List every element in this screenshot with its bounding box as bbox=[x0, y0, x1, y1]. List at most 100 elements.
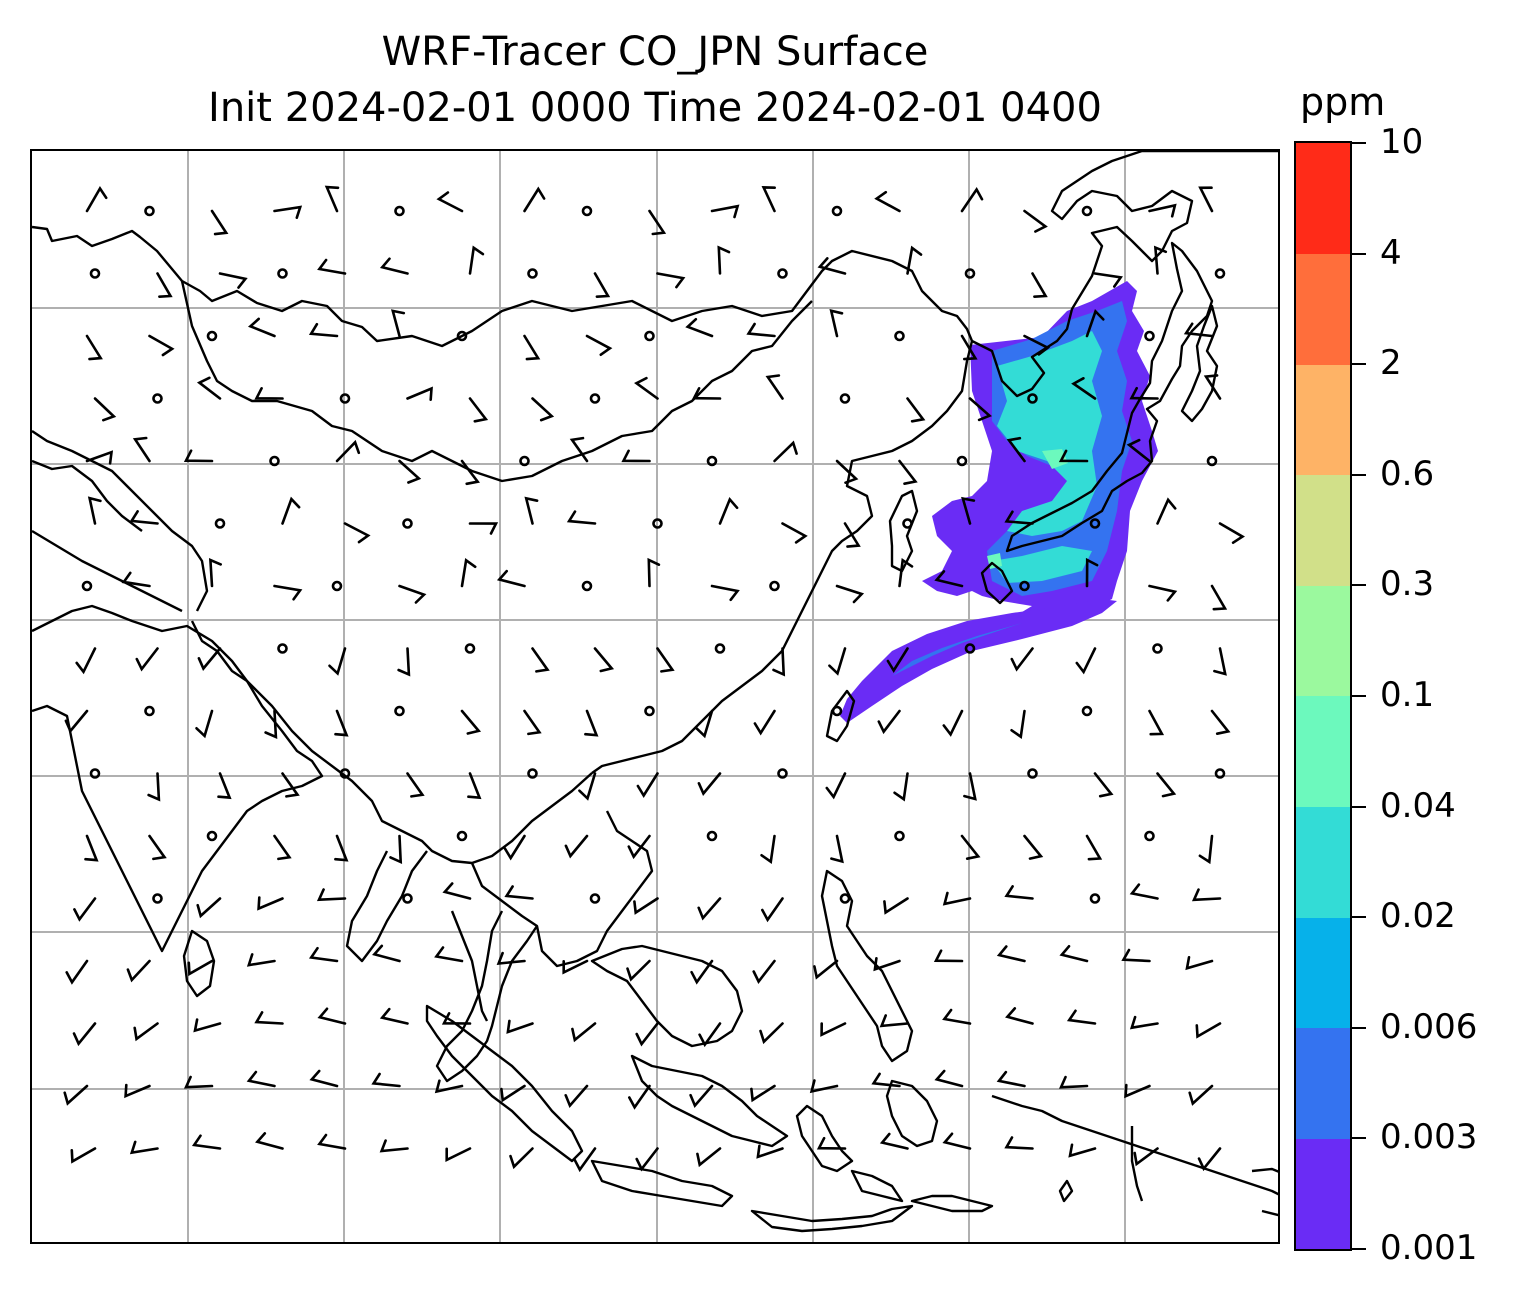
wind-barb bbox=[328, 647, 347, 676]
calm-wind-circle bbox=[777, 768, 788, 779]
wind-barbs bbox=[63, 185, 1245, 1173]
calm-wind-circle bbox=[394, 705, 405, 717]
colorbar-segment bbox=[1296, 696, 1350, 808]
wind-barb bbox=[1068, 1143, 1097, 1158]
wind-barb bbox=[752, 959, 776, 984]
calm-wind-circle bbox=[1214, 768, 1226, 779]
wind-barb bbox=[825, 772, 847, 800]
calm-wind-circle bbox=[152, 893, 163, 904]
calm-wind-circle bbox=[269, 455, 280, 467]
wind-barb bbox=[874, 190, 901, 213]
wind-barb bbox=[1183, 322, 1214, 338]
calm-wind-circle bbox=[402, 518, 413, 529]
wind-barb bbox=[1210, 709, 1231, 735]
colorbar-tick bbox=[1352, 1026, 1366, 1029]
wind-barb bbox=[460, 459, 481, 486]
wind-barb bbox=[656, 272, 686, 289]
wind-barb bbox=[85, 334, 103, 361]
wind-barb bbox=[523, 334, 541, 361]
calm-wind-circle bbox=[964, 643, 976, 654]
coastline-segment bbox=[888, 489, 919, 573]
colorbar-tick bbox=[1352, 252, 1366, 255]
wind-barb bbox=[634, 376, 659, 400]
coastline-segment bbox=[190, 620, 593, 865]
coastline-segment bbox=[820, 869, 914, 1063]
calm-wind-circle bbox=[1089, 893, 1101, 904]
calm-wind-circle bbox=[89, 768, 101, 779]
wind-barb bbox=[1004, 885, 1034, 900]
coastline-segment bbox=[32, 430, 209, 612]
wind-barb bbox=[942, 1132, 972, 1150]
wind-barb bbox=[255, 1132, 284, 1150]
calm-wind-circle bbox=[831, 705, 843, 717]
wind-barb bbox=[442, 882, 472, 900]
calm-wind-circle bbox=[1144, 330, 1155, 342]
wind-barb bbox=[685, 317, 714, 338]
calm-wind-circle bbox=[527, 768, 538, 779]
calm-wind-circle bbox=[1206, 455, 1218, 467]
coastline-segment bbox=[590, 1159, 734, 1208]
plume-contour bbox=[992, 546, 1092, 583]
wind-barb bbox=[506, 1019, 534, 1034]
calm-wind-circle bbox=[1027, 768, 1038, 779]
wind-barb bbox=[996, 945, 1026, 963]
wind-barb bbox=[626, 959, 651, 982]
calm-wind-circle bbox=[644, 330, 655, 342]
colorbar-segment bbox=[1296, 806, 1350, 918]
wind-barb bbox=[1059, 945, 1089, 963]
calm-wind-circle bbox=[1027, 393, 1038, 404]
wind-barb bbox=[445, 1147, 472, 1162]
wind-barb bbox=[942, 891, 972, 906]
wind-barb bbox=[523, 709, 542, 736]
coastline-segment bbox=[32, 151, 1278, 398]
wind-barb bbox=[906, 245, 923, 275]
wind-barb bbox=[218, 272, 248, 289]
wind-barb bbox=[264, 709, 278, 740]
colorbar-tick-label: 10 bbox=[1380, 122, 1424, 162]
calm-wind-circle bbox=[527, 268, 538, 279]
wind-barb bbox=[886, 647, 909, 673]
wind-barb bbox=[1203, 374, 1222, 400]
coastline-segment bbox=[180, 280, 813, 483]
map-panel[interactable] bbox=[30, 149, 1280, 1244]
wind-barb bbox=[334, 834, 349, 862]
wind-barb bbox=[883, 897, 909, 915]
wind-barb bbox=[1085, 834, 1103, 861]
wind-barb bbox=[817, 257, 847, 275]
colorbar-tick bbox=[1352, 363, 1366, 366]
wind-barb bbox=[829, 308, 844, 338]
wind-barb bbox=[397, 647, 411, 677]
wind-barb bbox=[828, 647, 847, 676]
wind-barb bbox=[1198, 834, 1214, 865]
wind-barb bbox=[468, 522, 499, 535]
wind-barb bbox=[72, 1022, 97, 1047]
calm-wind-circle bbox=[714, 643, 726, 654]
wind-barb bbox=[1010, 709, 1026, 739]
wind-barb bbox=[1004, 510, 1034, 525]
coastline-segment bbox=[590, 944, 744, 1048]
colorbar-tick-label: 2 bbox=[1380, 343, 1402, 384]
wind-barb bbox=[195, 709, 214, 739]
wind-barb bbox=[584, 709, 599, 737]
wind-barb bbox=[193, 1018, 222, 1033]
wind-barb bbox=[197, 647, 222, 671]
calm-wind-circle bbox=[456, 330, 468, 342]
colorbar-tick bbox=[1352, 916, 1366, 919]
coastline-segment bbox=[32, 459, 143, 532]
wind-barb bbox=[496, 951, 526, 965]
wind-barb bbox=[1058, 1075, 1089, 1089]
wind-barb bbox=[398, 584, 427, 604]
calm-wind-circle bbox=[652, 518, 663, 529]
wind-barb bbox=[63, 1084, 89, 1106]
wind-barb bbox=[524, 496, 539, 525]
map-title-line-1: WRF-Tracer CO_JPN Surface bbox=[381, 29, 929, 75]
wind-barb bbox=[1129, 883, 1159, 900]
wind-barb bbox=[691, 387, 722, 400]
wind-barb bbox=[183, 1075, 214, 1089]
wind-barb bbox=[196, 376, 222, 400]
wind-barb bbox=[372, 944, 401, 963]
colorbar-segment bbox=[1296, 1027, 1350, 1139]
coastline-segment bbox=[32, 604, 324, 953]
wind-barb bbox=[281, 772, 300, 798]
wind-barb bbox=[504, 885, 534, 900]
